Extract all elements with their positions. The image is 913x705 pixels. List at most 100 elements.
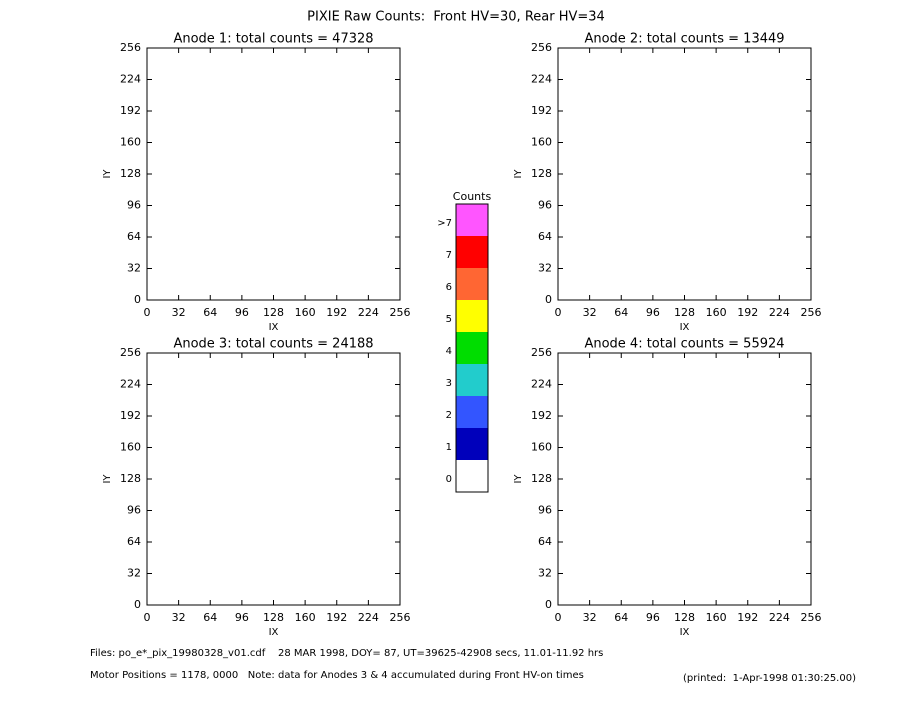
y-tick-label: 64 xyxy=(538,230,552,243)
y-tick-label: 192 xyxy=(531,409,552,422)
x-tick-label: 0 xyxy=(144,306,151,319)
y-tick-label: 192 xyxy=(120,104,141,117)
x-tick-label: 96 xyxy=(235,611,249,624)
y-tick-label: 256 xyxy=(531,41,552,54)
y-tick-label: 224 xyxy=(531,378,552,391)
y-tick-label: 64 xyxy=(538,535,552,548)
color-swatch xyxy=(456,236,488,268)
y-tick-label: 64 xyxy=(127,230,141,243)
x-tick-label: 256 xyxy=(801,306,822,319)
colorbar-frame xyxy=(455,203,489,493)
y-tick-label: 32 xyxy=(538,262,552,275)
y-tick-label: 256 xyxy=(120,346,141,359)
y-tick-label: 96 xyxy=(538,504,552,517)
y-axis-label: IY xyxy=(102,169,113,179)
footer-printed: (printed: 1-Apr-1998 01:30:25.00) xyxy=(683,673,856,684)
color-swatch xyxy=(456,204,488,236)
x-tick-label: 32 xyxy=(172,306,186,319)
y-tick-label: 160 xyxy=(531,441,552,454)
x-tick-label: 96 xyxy=(646,306,660,319)
x-axis-label: IX xyxy=(680,627,690,638)
y-tick-label: 32 xyxy=(538,567,552,580)
y-tick-label: 96 xyxy=(538,199,552,212)
x-axis-label: IX xyxy=(269,322,279,333)
y-tick-label: 96 xyxy=(127,504,141,517)
color-swatch xyxy=(456,268,488,300)
panel-title: Anode 1: total counts = 47328 xyxy=(173,32,373,47)
footer-files: Files: po_e*_pix_19980328_v01.cdf 28 MAR… xyxy=(90,648,603,659)
y-tick-label: 32 xyxy=(127,262,141,275)
x-tick-label: 128 xyxy=(674,611,695,624)
panel-title: Anode 2: total counts = 13449 xyxy=(584,32,784,47)
x-tick-label: 64 xyxy=(203,306,217,319)
y-tick-label: 256 xyxy=(120,41,141,54)
y-tick-label: 96 xyxy=(127,199,141,212)
y-tick-label: 32 xyxy=(127,567,141,580)
y-tick-label: 160 xyxy=(531,136,552,149)
x-tick-label: 192 xyxy=(326,306,347,319)
x-tick-label: 0 xyxy=(144,611,151,624)
colorbar-label: 6 xyxy=(446,282,452,293)
x-tick-label: 256 xyxy=(390,306,411,319)
plot-area xyxy=(557,352,812,606)
y-tick-label: 64 xyxy=(127,535,141,548)
y-axis-label: IY xyxy=(513,169,524,179)
x-tick-label: 256 xyxy=(390,611,411,624)
y-tick-label: 192 xyxy=(531,104,552,117)
color-swatch xyxy=(456,396,488,428)
plot-area xyxy=(557,47,812,301)
footer-motor: Motor Positions = 1178, 0000 Note: data … xyxy=(90,670,584,681)
color-swatch xyxy=(456,364,488,396)
figure-title: PIXIE Raw Counts: Front HV=30, Rear HV=3… xyxy=(307,10,605,25)
colorbar-label: 3 xyxy=(446,378,452,389)
y-tick-label: 224 xyxy=(120,73,141,86)
y-tick-label: 0 xyxy=(545,293,552,306)
x-tick-label: 192 xyxy=(326,611,347,624)
y-axis-label: IY xyxy=(513,474,524,484)
x-tick-label: 96 xyxy=(646,611,660,624)
panel-title: Anode 3: total counts = 24188 xyxy=(173,337,373,352)
x-tick-label: 160 xyxy=(706,306,727,319)
x-tick-label: 224 xyxy=(769,306,790,319)
x-tick-label: 64 xyxy=(614,611,628,624)
x-tick-label: 0 xyxy=(555,611,562,624)
y-tick-label: 224 xyxy=(120,378,141,391)
y-tick-label: 128 xyxy=(120,472,141,485)
x-tick-label: 128 xyxy=(674,306,695,319)
y-tick-label: 0 xyxy=(134,598,141,611)
x-tick-label: 224 xyxy=(358,611,379,624)
colorbar-label: 2 xyxy=(446,410,452,421)
x-axis-label: IX xyxy=(269,627,279,638)
y-tick-label: 128 xyxy=(531,472,552,485)
colorbar-title: Counts xyxy=(453,190,492,203)
y-tick-label: 0 xyxy=(545,598,552,611)
y-tick-label: 224 xyxy=(531,73,552,86)
colorbar-label: 7 xyxy=(446,250,452,261)
x-tick-label: 224 xyxy=(769,611,790,624)
x-tick-label: 96 xyxy=(235,306,249,319)
y-axis-label: IY xyxy=(102,474,113,484)
y-tick-label: 256 xyxy=(531,346,552,359)
x-tick-label: 192 xyxy=(737,306,758,319)
y-tick-label: 192 xyxy=(120,409,141,422)
colorbar-label: 5 xyxy=(446,314,452,325)
y-tick-label: 160 xyxy=(120,136,141,149)
plot-area xyxy=(146,47,401,301)
x-tick-label: 64 xyxy=(203,611,217,624)
x-tick-label: 160 xyxy=(295,611,316,624)
x-tick-label: 32 xyxy=(172,611,186,624)
y-tick-label: 128 xyxy=(120,167,141,180)
x-tick-label: 32 xyxy=(583,611,597,624)
colorbar-label: 1 xyxy=(446,442,452,453)
x-tick-label: 32 xyxy=(583,306,597,319)
x-axis-label: IX xyxy=(680,322,690,333)
color-swatch xyxy=(456,300,488,332)
x-tick-label: 256 xyxy=(801,611,822,624)
x-tick-label: 224 xyxy=(358,306,379,319)
x-tick-label: 128 xyxy=(263,306,284,319)
x-tick-label: 160 xyxy=(706,611,727,624)
colorbar-label: >7 xyxy=(437,218,452,229)
plot-area xyxy=(146,352,401,606)
panel-title: Anode 4: total counts = 55924 xyxy=(584,337,784,352)
y-tick-label: 160 xyxy=(120,441,141,454)
